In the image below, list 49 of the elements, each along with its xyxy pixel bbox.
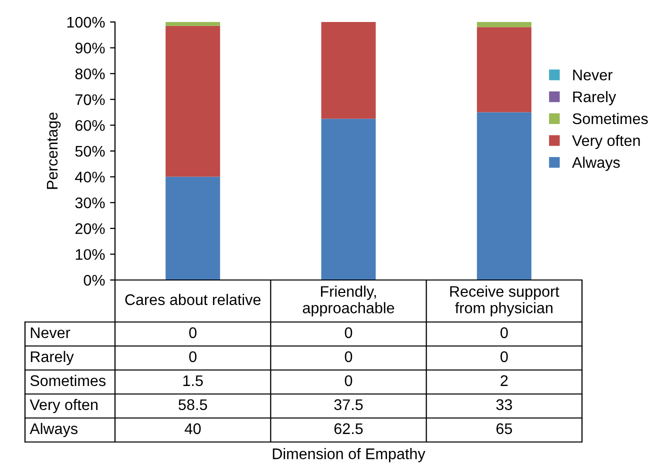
data-label: 0 (189, 327, 196, 338)
y-tick-label: 20% (75, 223, 105, 234)
data-label: 1.5 (183, 375, 203, 386)
bar (166, 176, 220, 280)
bar (166, 22, 220, 26)
data-label: 65 (496, 423, 512, 434)
text: Very often (30, 398, 98, 414)
data-label: 33 (496, 399, 512, 410)
data-label: 62.5 (334, 423, 363, 434)
bar (476, 27, 532, 112)
legend-label: Sometimes (572, 112, 648, 124)
y-tick-label: 30% (75, 197, 105, 208)
y-tick-label: 100% (67, 16, 105, 28)
y-tick-label: 80% (75, 68, 105, 80)
text: Always (30, 422, 78, 438)
legend-label: Always (572, 156, 620, 171)
text: Rarely (30, 350, 74, 366)
data-label: 0 (344, 327, 352, 338)
data-label: 0 (344, 351, 352, 362)
bar (476, 112, 532, 280)
x-tick-label: Friendly, approachable (302, 286, 394, 316)
y-tick-label: 90% (75, 42, 105, 54)
bar (321, 22, 376, 119)
data-label: 0 (500, 327, 508, 338)
data-label: 0 (189, 351, 196, 362)
text: Never (30, 327, 70, 338)
text: Sometimes (30, 374, 106, 386)
y-tick-label: 10% (76, 249, 105, 260)
y-axis-title: Percentage (46, 112, 61, 189)
data-label: 37.5 (334, 399, 363, 410)
data-label: 58.5 (178, 399, 208, 410)
legend-label: Very often (572, 134, 640, 150)
y-tick-label: 70% (75, 94, 105, 106)
bar (476, 22, 532, 28)
y-tick-label: 0% (84, 274, 105, 286)
data-label: 2 (500, 375, 508, 386)
text: Dimension of Empathy (272, 448, 426, 462)
legend-label: Rarely (573, 91, 616, 106)
x-tick-label: Cares about relative (125, 294, 261, 306)
bar (321, 118, 376, 280)
legend-label: Never (573, 70, 612, 80)
x-tick-label: Receive support from physician (450, 286, 560, 316)
data-label: 0 (500, 351, 508, 362)
y-tick-label: 40% (75, 172, 105, 182)
bar (166, 26, 220, 177)
y-tick-label: 50% (75, 146, 105, 157)
y-tick-label: 60% (75, 120, 105, 131)
data-label: 0 (344, 375, 352, 386)
data-label: 40 (184, 423, 201, 434)
